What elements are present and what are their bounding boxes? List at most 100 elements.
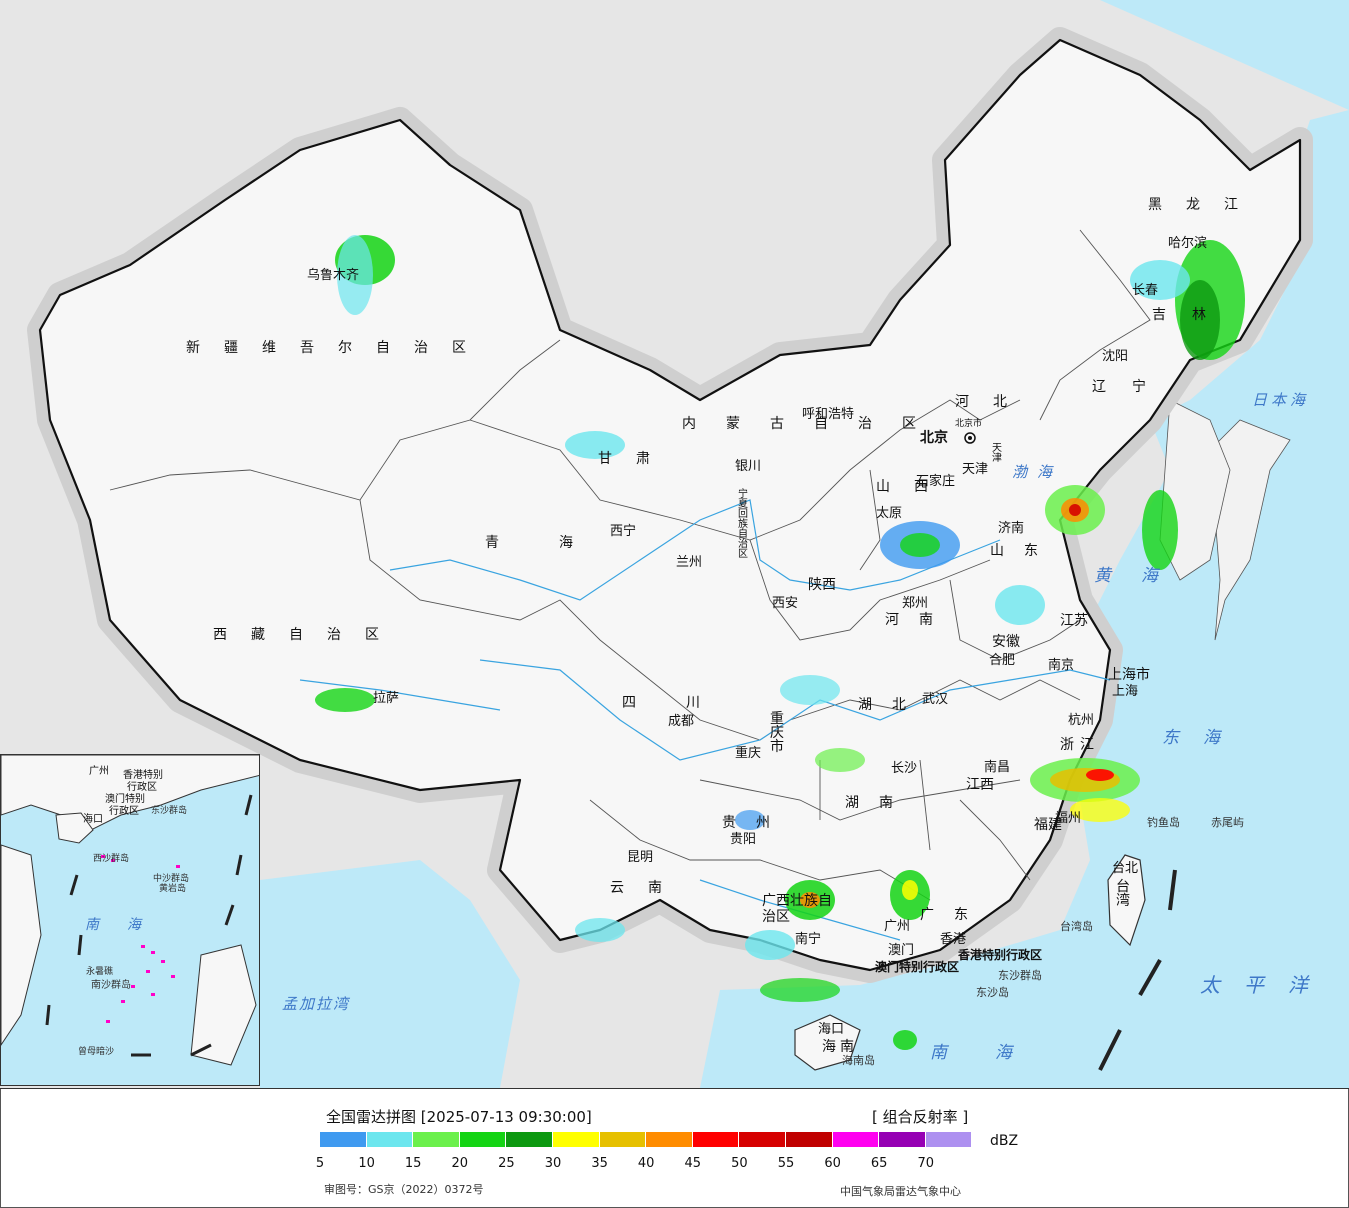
island-label: 澳门特别行政区 [875,960,960,974]
sea-label: 日本海 [1252,391,1310,409]
scale-swatch [599,1132,647,1147]
island-label: 赤尾屿 [1211,816,1244,829]
scale-swatch [320,1132,367,1147]
city-label: 沈阳 [1102,349,1129,364]
province-label: 上海市 [1108,667,1150,683]
scale-swatch [739,1132,786,1147]
city-label: 南昌 [984,760,1011,775]
scale-tick-label: 30 [544,1156,562,1171]
city-label: 兰州 [676,555,703,570]
city-label: 济南 [998,521,1025,536]
scale-tick-label: 10 [358,1156,375,1171]
hainan-island [794,1014,861,1071]
scale-swatch [692,1132,740,1147]
province-label: 广西壮族自治区 [762,893,832,925]
inset-label: 曾母暗沙 [78,1047,115,1057]
scale-swatch [646,1132,693,1147]
province-label: 海南 [822,1039,858,1055]
city-label: 武汉 [922,692,949,707]
scale-swatch [879,1132,926,1147]
city-label: 银川 [735,459,762,474]
city-label: 福州 [1055,811,1082,826]
scale-tick-label: 25 [498,1156,515,1171]
island-label: 香港特别行政区 [958,948,1043,962]
province-label: 陕西 [808,577,836,593]
taiwan-island [1107,854,1146,947]
city-label: 西安 [772,596,799,611]
city-label: 香港 [940,932,967,947]
city-label: 上海 [1112,684,1139,699]
city-label: 南京 [1048,658,1075,673]
province-label: 广东 [920,907,988,923]
scale-swatch [366,1132,414,1147]
province-label: 河南 [885,612,953,628]
province-label: 湖南 [845,795,913,811]
city-label: 台北 [1112,861,1139,876]
city-label: 天津 [962,462,989,477]
inset-label: 海口 [83,814,103,825]
city-label: 长沙 [891,761,918,776]
scale-swatch [786,1132,833,1147]
scale-tick-label: 55 [777,1156,795,1171]
scale-tick-label: 40 [637,1156,655,1171]
city-label: 南宁 [795,932,822,947]
province-label: 青海 [485,535,633,551]
inset-label: 东沙群岛 [151,806,188,816]
province-label: 重庆市 [770,711,784,755]
sea-label: 南海 [930,1043,1060,1063]
province-label: 安徽 [992,634,1020,650]
inset-label: 永暑礁 [86,967,114,977]
source-label: 中国气象局雷达气象中心 [840,1185,961,1198]
province-label: 新疆维吾尔自治区 [186,340,490,356]
province-label: 北京市 [955,419,983,429]
scale-tick-label: 35 [591,1156,608,1171]
province-label: 吉林 [1152,307,1232,323]
scale-swatch [832,1132,880,1147]
japan-land [1209,419,1291,641]
sea-label: 东海 [1162,728,1244,748]
unit-label: dBZ [990,1133,1019,1149]
province-label: 甘肃 [598,451,674,467]
island-label: 东沙群岛 [998,969,1042,982]
scale-swatch [459,1132,507,1147]
province-label: 四川 [622,695,750,711]
inset-label: 广州 [89,766,109,777]
scale-swatch [506,1132,553,1147]
city-label: 重庆 [735,746,762,761]
province-label: 山西 [876,479,952,495]
city-label: 成都 [668,714,695,729]
legend: 全国雷达拼图 [2025-07-13 09:30:00] [ 组合反射率 ] d… [0,1089,1349,1208]
inset-label: 南海 [85,917,169,933]
scale-tick-label: 50 [731,1156,748,1171]
city-label: 海口 [818,1022,845,1037]
province-label: 台湾 [1116,879,1130,909]
approval-number: 审图号：GS京（2022）0372号 [324,1183,484,1196]
island-label: 东沙岛 [976,986,1009,999]
province-label: 江苏 [1060,613,1088,629]
city-label: 西宁 [610,524,637,539]
city-label: 北京 [920,430,948,446]
inset-label: 南沙群岛 [91,980,131,991]
map-graphic [27,0,1349,1088]
city-label: 杭州 [1068,713,1095,728]
scale-swatch [925,1132,973,1147]
province-label: 河北 [955,394,1031,410]
radar-map[interactable]: 新疆维吾尔自治区 西藏自治区 青海 甘肃 四川 云南 内蒙古自治区 黑龙江 吉林… [0,0,1349,1089]
map-title: 全国雷达拼图 [2025-07-13 09:30:00] [326,1108,592,1126]
sea-label: 渤海 [1012,463,1063,481]
sea-label: 太平洋 [1200,973,1332,997]
scale-tick-label: 60 [824,1156,841,1171]
city-label: 太原 [876,506,903,521]
capital-marker [964,432,976,444]
province-label: 江西 [966,777,994,793]
province-label: 贵州 [722,815,790,831]
scale-tick-label: 15 [404,1156,422,1171]
south-china-sea-inset: 广州 香港特别 行政区 澳门特别 行政区 海口 中沙群岛 西沙群岛 东沙群岛 南… [0,754,260,1086]
province-label: 福建 [1034,817,1062,833]
city-label: 澳门 [888,943,915,958]
city-label: 呼和浩特 [802,407,855,422]
inset-label: 香港特别 [123,770,163,781]
scale-tick-label: 45 [684,1156,702,1171]
province-label: 宁夏回族自治区 [738,489,748,560]
inset-label: 行政区 [127,782,157,793]
